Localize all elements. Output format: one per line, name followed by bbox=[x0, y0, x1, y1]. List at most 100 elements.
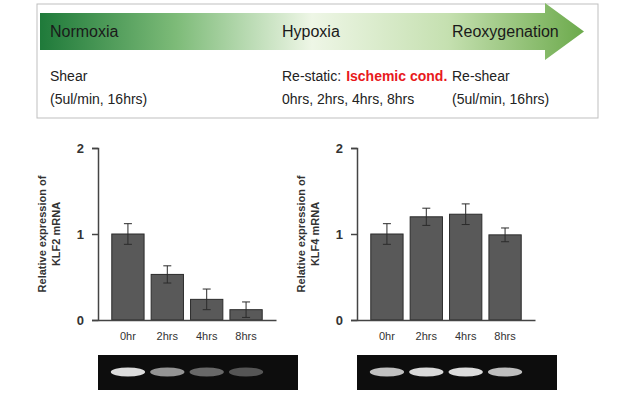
stage-condition-part: Re-shear bbox=[452, 68, 510, 84]
x-tick-label: 4hrs bbox=[455, 330, 477, 342]
error-bar-cap bbox=[422, 225, 430, 226]
x-axis-line bbox=[358, 320, 536, 322]
y-tick: 1 bbox=[336, 227, 357, 242]
y-tick-label: 2 bbox=[336, 141, 343, 156]
gel-background bbox=[98, 355, 298, 390]
y-tick-mark bbox=[92, 320, 98, 322]
error-bar-cap bbox=[422, 208, 430, 209]
bar bbox=[410, 217, 442, 320]
error-bar-cap bbox=[124, 244, 132, 245]
x-tick-label: 0hr bbox=[379, 330, 395, 342]
error-bar bbox=[383, 224, 391, 245]
stage-condition: Re-shear bbox=[452, 68, 510, 84]
bar bbox=[489, 235, 521, 320]
stage-name: Hypoxia bbox=[282, 23, 340, 40]
y-axis-title-line: KLF4 mRNA bbox=[309, 202, 321, 266]
bar bbox=[112, 234, 144, 320]
stage-condition-part: Ischemic cond. bbox=[346, 68, 447, 84]
y-axis: 0 1 2 bbox=[77, 141, 99, 328]
bar-chart: 0120hr2hrs4hrs8hrsRelative expression of… bbox=[36, 141, 298, 390]
y-tick-mark bbox=[351, 320, 357, 322]
error-bar-cap bbox=[462, 224, 470, 225]
error-bar bbox=[462, 204, 470, 225]
y-tick-mark bbox=[92, 234, 98, 236]
error-bar-cap bbox=[203, 309, 211, 310]
x-axis: 0hr 2hrs 4hrs 8hrs bbox=[99, 320, 277, 342]
error-bar-cap bbox=[124, 223, 132, 224]
error-bar-cap bbox=[383, 223, 391, 224]
error-bar-cap bbox=[203, 289, 211, 290]
x-tick-label: 2hrs bbox=[416, 330, 438, 342]
x-tick-label: 8hrs bbox=[235, 330, 257, 342]
error-bar bbox=[501, 228, 509, 242]
y-axis-title-line: Relative expression of bbox=[295, 175, 307, 292]
error-bar-cap bbox=[163, 283, 171, 284]
x-axis: 0hr 2hrs 4hrs 8hrs bbox=[358, 320, 536, 342]
gel-band bbox=[111, 368, 145, 377]
y-axis-line bbox=[92, 149, 99, 321]
gel-band bbox=[150, 368, 184, 377]
error-bar bbox=[242, 302, 250, 317]
stage-name: Normoxia bbox=[50, 23, 119, 40]
error-bar-cap bbox=[501, 227, 509, 228]
error-bar-cap bbox=[163, 265, 171, 266]
gel-band bbox=[488, 368, 522, 377]
stage-condition: Re-static: Ischemic cond. bbox=[282, 68, 447, 84]
error-bar-cap bbox=[242, 317, 250, 318]
x-axis-line bbox=[99, 320, 277, 322]
gel-band bbox=[229, 368, 263, 377]
error-bar-stem bbox=[127, 224, 128, 245]
x-tick-label: 2hrs bbox=[157, 330, 179, 342]
y-tick-label: 2 bbox=[77, 141, 84, 156]
y-axis: 0 1 2 bbox=[336, 141, 358, 328]
x-tick: 0hr bbox=[379, 320, 395, 342]
stage-detail: 0hrs, 2hrs, 4hrs, 8hrs bbox=[282, 91, 414, 107]
y-tick-mark bbox=[351, 148, 357, 150]
gel-image bbox=[98, 355, 298, 390]
gel-band bbox=[409, 368, 443, 377]
y-tick: 2 bbox=[336, 141, 357, 156]
error-bar-stem bbox=[246, 302, 247, 317]
y-tick: 0 bbox=[336, 313, 357, 328]
y-tick: 0 bbox=[77, 313, 98, 328]
error-bar-stem bbox=[505, 228, 506, 242]
timeline-arrow bbox=[40, 3, 584, 60]
gel-band bbox=[370, 368, 404, 377]
gel-band bbox=[190, 368, 224, 377]
error-bar-cap bbox=[462, 203, 470, 204]
error-bar bbox=[124, 224, 132, 245]
error-bar-stem bbox=[426, 208, 427, 225]
x-tick-label: 0hr bbox=[120, 330, 136, 342]
x-tick: 0hr bbox=[120, 320, 136, 342]
stage-detail: (5ul/min, 16hrs) bbox=[452, 91, 549, 107]
error-bar-stem bbox=[386, 224, 387, 245]
error-bar-stem bbox=[206, 289, 207, 310]
stage-condition: Shear bbox=[50, 68, 88, 84]
x-tick: 4hrs bbox=[196, 320, 218, 342]
error-bar-stem bbox=[167, 266, 168, 283]
x-tick: 2hrs bbox=[416, 320, 438, 342]
y-tick-label: 0 bbox=[77, 313, 84, 328]
bar bbox=[450, 214, 482, 320]
figure: Normoxia Shear (5ul/min, 16hrs) Hypoxia Re-s… bbox=[0, 0, 640, 402]
bar bbox=[371, 234, 403, 320]
stage-condition-part: Shear bbox=[50, 68, 88, 84]
y-axis-title-line: KLF2 mRNA bbox=[50, 202, 62, 266]
error-bar bbox=[422, 208, 430, 225]
x-tick-label: 8hrs bbox=[494, 330, 516, 342]
plot-area bbox=[112, 224, 262, 320]
y-axis-line bbox=[351, 149, 358, 321]
gel-image bbox=[357, 355, 557, 390]
y-tick: 2 bbox=[77, 141, 98, 156]
y-tick-mark bbox=[351, 234, 357, 236]
y-tick: 1 bbox=[77, 227, 98, 242]
x-tick-label: 4hrs bbox=[196, 330, 218, 342]
y-tick-mark bbox=[92, 148, 98, 150]
stage-condition-part: Re-static: bbox=[282, 68, 341, 84]
y-tick-label: 0 bbox=[336, 313, 343, 328]
y-tick-label: 1 bbox=[336, 227, 343, 242]
x-tick: 8hrs bbox=[235, 320, 257, 342]
banner-frame bbox=[37, 4, 598, 118]
error-bar-stem bbox=[465, 204, 466, 225]
gel-background bbox=[357, 355, 557, 390]
